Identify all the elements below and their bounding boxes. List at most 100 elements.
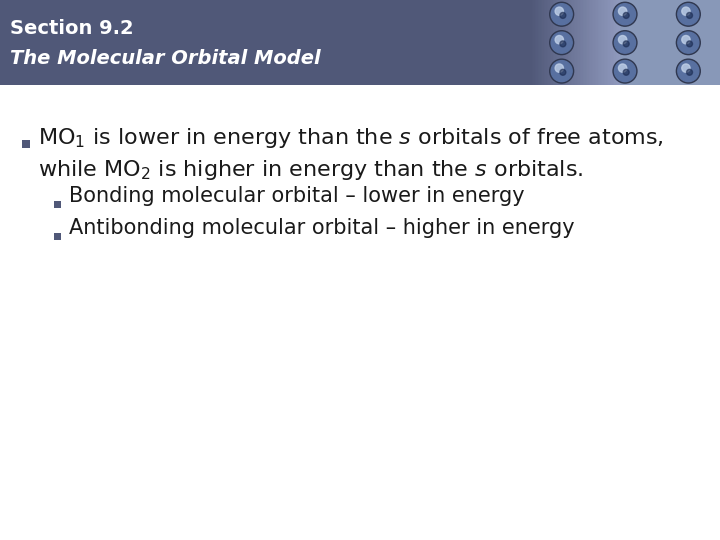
Circle shape	[550, 31, 574, 55]
Bar	[538, 0, 540, 85]
Bar	[613, 0, 615, 85]
Bar	[608, 0, 611, 85]
Bar	[602, 0, 605, 85]
Bar	[54, 233, 61, 240]
Circle shape	[555, 64, 564, 72]
Circle shape	[618, 36, 627, 44]
Circle shape	[555, 7, 564, 16]
Bar	[22, 140, 30, 148]
Bar	[536, 0, 539, 85]
Bar	[534, 0, 537, 85]
Bar	[0, 0, 530, 85]
Bar	[590, 0, 593, 85]
Bar	[551, 0, 554, 85]
Bar	[566, 0, 569, 85]
Bar	[596, 0, 598, 85]
Circle shape	[618, 7, 627, 16]
Bar	[548, 0, 551, 85]
Bar	[620, 0, 720, 85]
Circle shape	[678, 60, 699, 82]
Bar	[593, 0, 595, 85]
Circle shape	[618, 64, 627, 72]
Circle shape	[678, 32, 699, 53]
Circle shape	[560, 69, 566, 75]
Bar	[575, 0, 577, 85]
Bar	[563, 0, 565, 85]
Bar	[585, 0, 588, 85]
Bar	[605, 0, 608, 85]
Bar	[544, 0, 546, 85]
Circle shape	[682, 36, 690, 44]
Bar	[546, 0, 549, 85]
Bar	[587, 0, 590, 85]
Circle shape	[551, 32, 572, 53]
Bar	[598, 0, 600, 85]
Circle shape	[682, 7, 690, 16]
Bar	[580, 0, 582, 85]
Bar	[599, 0, 601, 85]
Bar	[567, 0, 570, 85]
Bar	[549, 0, 552, 85]
Bar	[618, 0, 621, 85]
Circle shape	[613, 59, 637, 83]
Bar	[556, 0, 558, 85]
Circle shape	[624, 69, 629, 75]
Text: Section 9.2: Section 9.2	[10, 19, 134, 38]
Bar	[611, 0, 613, 85]
Bar	[531, 0, 534, 85]
Circle shape	[613, 31, 637, 55]
Circle shape	[678, 4, 699, 25]
Circle shape	[676, 31, 701, 55]
Bar	[577, 0, 579, 85]
Circle shape	[687, 41, 693, 47]
Bar	[614, 0, 616, 85]
Text: Bonding molecular orbital – lower in energy: Bonding molecular orbital – lower in ene…	[69, 186, 525, 206]
Circle shape	[551, 4, 572, 25]
Circle shape	[687, 12, 693, 18]
Bar	[600, 0, 603, 85]
Bar	[582, 0, 585, 85]
Circle shape	[550, 59, 574, 83]
Bar	[606, 0, 609, 85]
Bar	[569, 0, 572, 85]
Bar	[560, 0, 562, 85]
Circle shape	[676, 59, 701, 83]
Bar	[610, 0, 612, 85]
Bar	[578, 0, 580, 85]
Bar	[0, 85, 720, 540]
Bar	[616, 0, 618, 85]
Circle shape	[624, 12, 629, 18]
Bar	[530, 0, 533, 85]
Bar	[570, 0, 573, 85]
Bar	[562, 0, 564, 85]
Bar	[603, 0, 606, 85]
Circle shape	[550, 2, 574, 26]
Bar	[554, 0, 557, 85]
Bar	[572, 0, 575, 85]
Bar	[541, 0, 543, 85]
Text: Antibonding molecular orbital – higher in energy: Antibonding molecular orbital – higher i…	[69, 218, 575, 238]
Circle shape	[614, 4, 636, 25]
Circle shape	[555, 36, 564, 44]
Circle shape	[687, 69, 693, 75]
Bar	[533, 0, 536, 85]
Circle shape	[682, 64, 690, 72]
Circle shape	[614, 32, 636, 53]
Bar	[54, 201, 61, 208]
Circle shape	[560, 12, 566, 18]
Bar	[539, 0, 541, 85]
Circle shape	[613, 2, 637, 26]
Bar	[559, 0, 561, 85]
Circle shape	[624, 41, 629, 47]
Circle shape	[560, 41, 566, 47]
Bar	[552, 0, 555, 85]
Circle shape	[551, 60, 572, 82]
Text: $\mathregular{MO_1}$ is lower in energy than the $\it{s}$ orbitals of free atoms: $\mathregular{MO_1}$ is lower in energy …	[38, 126, 664, 150]
Bar	[557, 0, 559, 85]
Text: while $\mathregular{MO_2}$ is higher in energy than the $\it{s}$ orbitals.: while $\mathregular{MO_2}$ is higher in …	[38, 158, 583, 182]
Circle shape	[614, 60, 636, 82]
Bar	[595, 0, 597, 85]
Bar	[617, 0, 619, 85]
Circle shape	[676, 2, 701, 26]
Bar	[584, 0, 587, 85]
